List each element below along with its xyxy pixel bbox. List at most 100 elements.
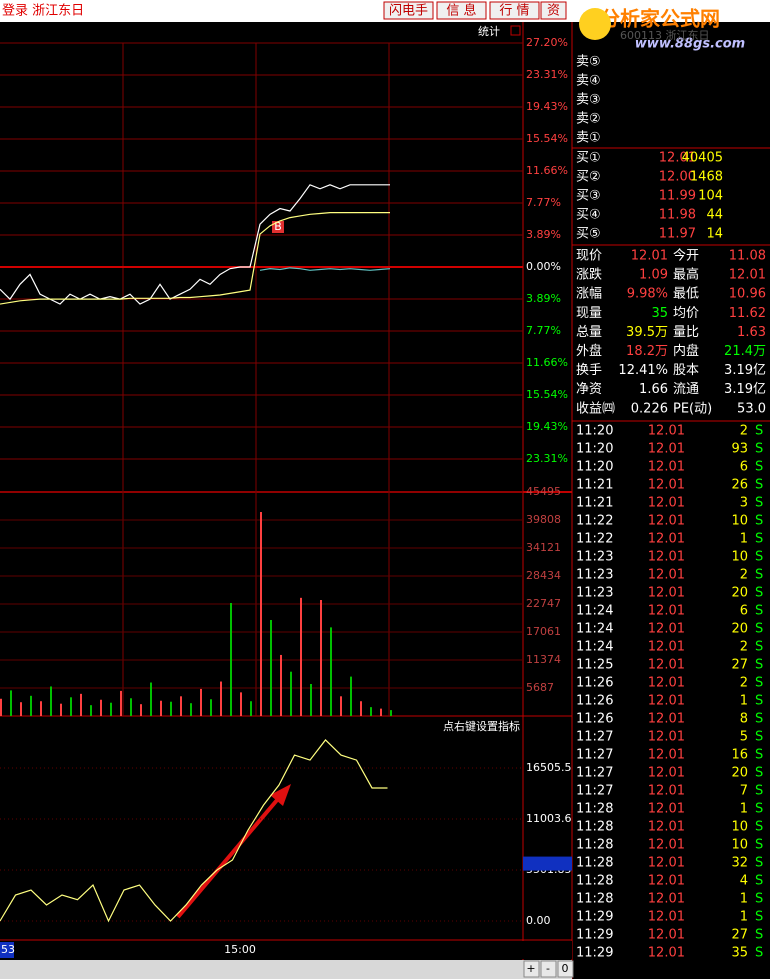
zoom-button[interactable] xyxy=(523,960,540,978)
volume-bar xyxy=(210,699,212,716)
trade-volume: 2 xyxy=(740,424,748,439)
y-tick-label: 39808 xyxy=(526,513,561,526)
stat-label: 收益㈣ xyxy=(576,401,615,416)
y-tick-label: 3.89% xyxy=(526,292,561,305)
volume-bar xyxy=(260,512,262,716)
trade-price: 12.01 xyxy=(648,478,685,493)
trade-volume: 10 xyxy=(731,838,748,853)
trade-time: 11:20 xyxy=(576,442,613,457)
trade-volume: 10 xyxy=(731,550,748,565)
trade-side: S xyxy=(755,460,763,475)
sell-label: 卖⑤ xyxy=(576,55,601,70)
volume-bar xyxy=(130,698,132,716)
trade-price: 12.01 xyxy=(648,604,685,619)
stat-label: 量比 xyxy=(673,325,699,340)
trade-side: S xyxy=(755,496,763,511)
stat-label: 净资 xyxy=(576,382,602,397)
volume-bar xyxy=(310,683,312,716)
trade-volume: 5 xyxy=(740,730,748,745)
trade-time: 11:22 xyxy=(576,532,613,547)
stat-label: 涨跌 xyxy=(576,267,602,283)
trade-side: S xyxy=(755,784,763,799)
trade-price: 12.01 xyxy=(648,802,685,817)
stat-value: 3.19亿 xyxy=(724,382,766,397)
header-button[interactable] xyxy=(383,1,434,20)
trade-volume: 6 xyxy=(740,460,748,475)
volume-bar xyxy=(350,676,352,716)
trade-volume: 10 xyxy=(731,514,748,529)
buy-volume: 44 xyxy=(706,208,723,223)
volume-bar xyxy=(240,692,242,716)
series-line xyxy=(0,212,390,305)
trade-time: 11:22 xyxy=(576,514,613,529)
stat-label: 今开 xyxy=(673,248,699,264)
trade-time: 11:20 xyxy=(576,460,613,475)
trade-price: 12.01 xyxy=(648,424,685,439)
stat-value: 12.01 xyxy=(729,268,766,283)
volume-bar xyxy=(110,702,112,716)
stat-value: 0.226 xyxy=(631,401,668,416)
volume-bar xyxy=(120,690,122,716)
y-tick-label: 15.54% xyxy=(526,132,568,145)
trade-side: S xyxy=(755,730,763,745)
trade-side: S xyxy=(755,928,763,943)
trade-price: 12.01 xyxy=(648,856,685,871)
trade-volume: 2 xyxy=(740,676,748,691)
volume-bar xyxy=(300,597,302,716)
stat-label: 统计 xyxy=(478,25,500,38)
trade-volume: 10 xyxy=(731,820,748,835)
trade-time: 11:27 xyxy=(576,766,613,781)
header-button[interactable] xyxy=(540,1,567,20)
trade-volume: 1 xyxy=(740,802,748,817)
header-button-label: 资 xyxy=(547,4,560,19)
trade-time: 11:29 xyxy=(576,946,613,961)
stat-value: 53.0 xyxy=(737,401,766,416)
stat-value: 18.2万 xyxy=(626,344,668,359)
buy-volume: 14 xyxy=(706,227,723,242)
trade-side: S xyxy=(755,478,763,493)
trade-volume: 93 xyxy=(731,442,748,457)
trade-time: 11:24 xyxy=(576,604,613,619)
trade-time: 11:23 xyxy=(576,586,613,601)
trade-volume: 2 xyxy=(740,640,748,655)
stat-label: 内盘 xyxy=(673,343,699,359)
buy-price: 11.99 xyxy=(659,189,696,204)
buy-volume: 1468 xyxy=(690,170,723,185)
trade-time: 11:26 xyxy=(576,694,613,709)
trade-volume: 20 xyxy=(731,766,748,781)
volume-bar xyxy=(230,603,232,716)
zoom-button[interactable] xyxy=(540,960,557,978)
trade-time: 11:21 xyxy=(576,496,613,511)
trade-time: 11:28 xyxy=(576,856,613,871)
trade-time: 11:21 xyxy=(576,478,613,493)
trade-side: S xyxy=(755,640,763,655)
buy-price: 12.01 xyxy=(659,151,696,166)
y-tick-label: 11374 xyxy=(526,653,561,666)
trade-time: 11:28 xyxy=(576,802,613,817)
indicator-hint: 点右键设置指标 xyxy=(443,719,520,733)
trade-time: 11:26 xyxy=(576,676,613,691)
volume-bar xyxy=(30,695,32,716)
y-tick-label: 23.31% xyxy=(526,452,568,465)
trade-side: S xyxy=(755,442,763,457)
trade-volume: 8 xyxy=(740,712,748,727)
x-mid: 15:00 xyxy=(224,943,256,956)
header-button[interactable] xyxy=(489,1,540,20)
trade-price: 12.01 xyxy=(648,676,685,691)
buy-label: 买④ xyxy=(576,208,601,223)
zoom-label: - xyxy=(546,962,550,975)
y-tick-label: 15.54% xyxy=(526,388,568,401)
trade-volume: 1 xyxy=(740,910,748,925)
zoom-button[interactable] xyxy=(557,960,574,978)
volume-bar xyxy=(250,701,252,716)
trade-price: 12.01 xyxy=(648,532,685,547)
series-line xyxy=(259,267,391,271)
trade-side: S xyxy=(755,892,763,907)
volume-bar xyxy=(70,697,72,716)
y-tick-label: 22747 xyxy=(526,597,561,610)
trade-volume: 1 xyxy=(740,532,748,547)
buy-label: 买⑤ xyxy=(576,227,601,242)
trade-time: 11:29 xyxy=(576,910,613,925)
header-button[interactable] xyxy=(436,1,487,20)
stat-value: 3.19亿 xyxy=(724,363,766,378)
